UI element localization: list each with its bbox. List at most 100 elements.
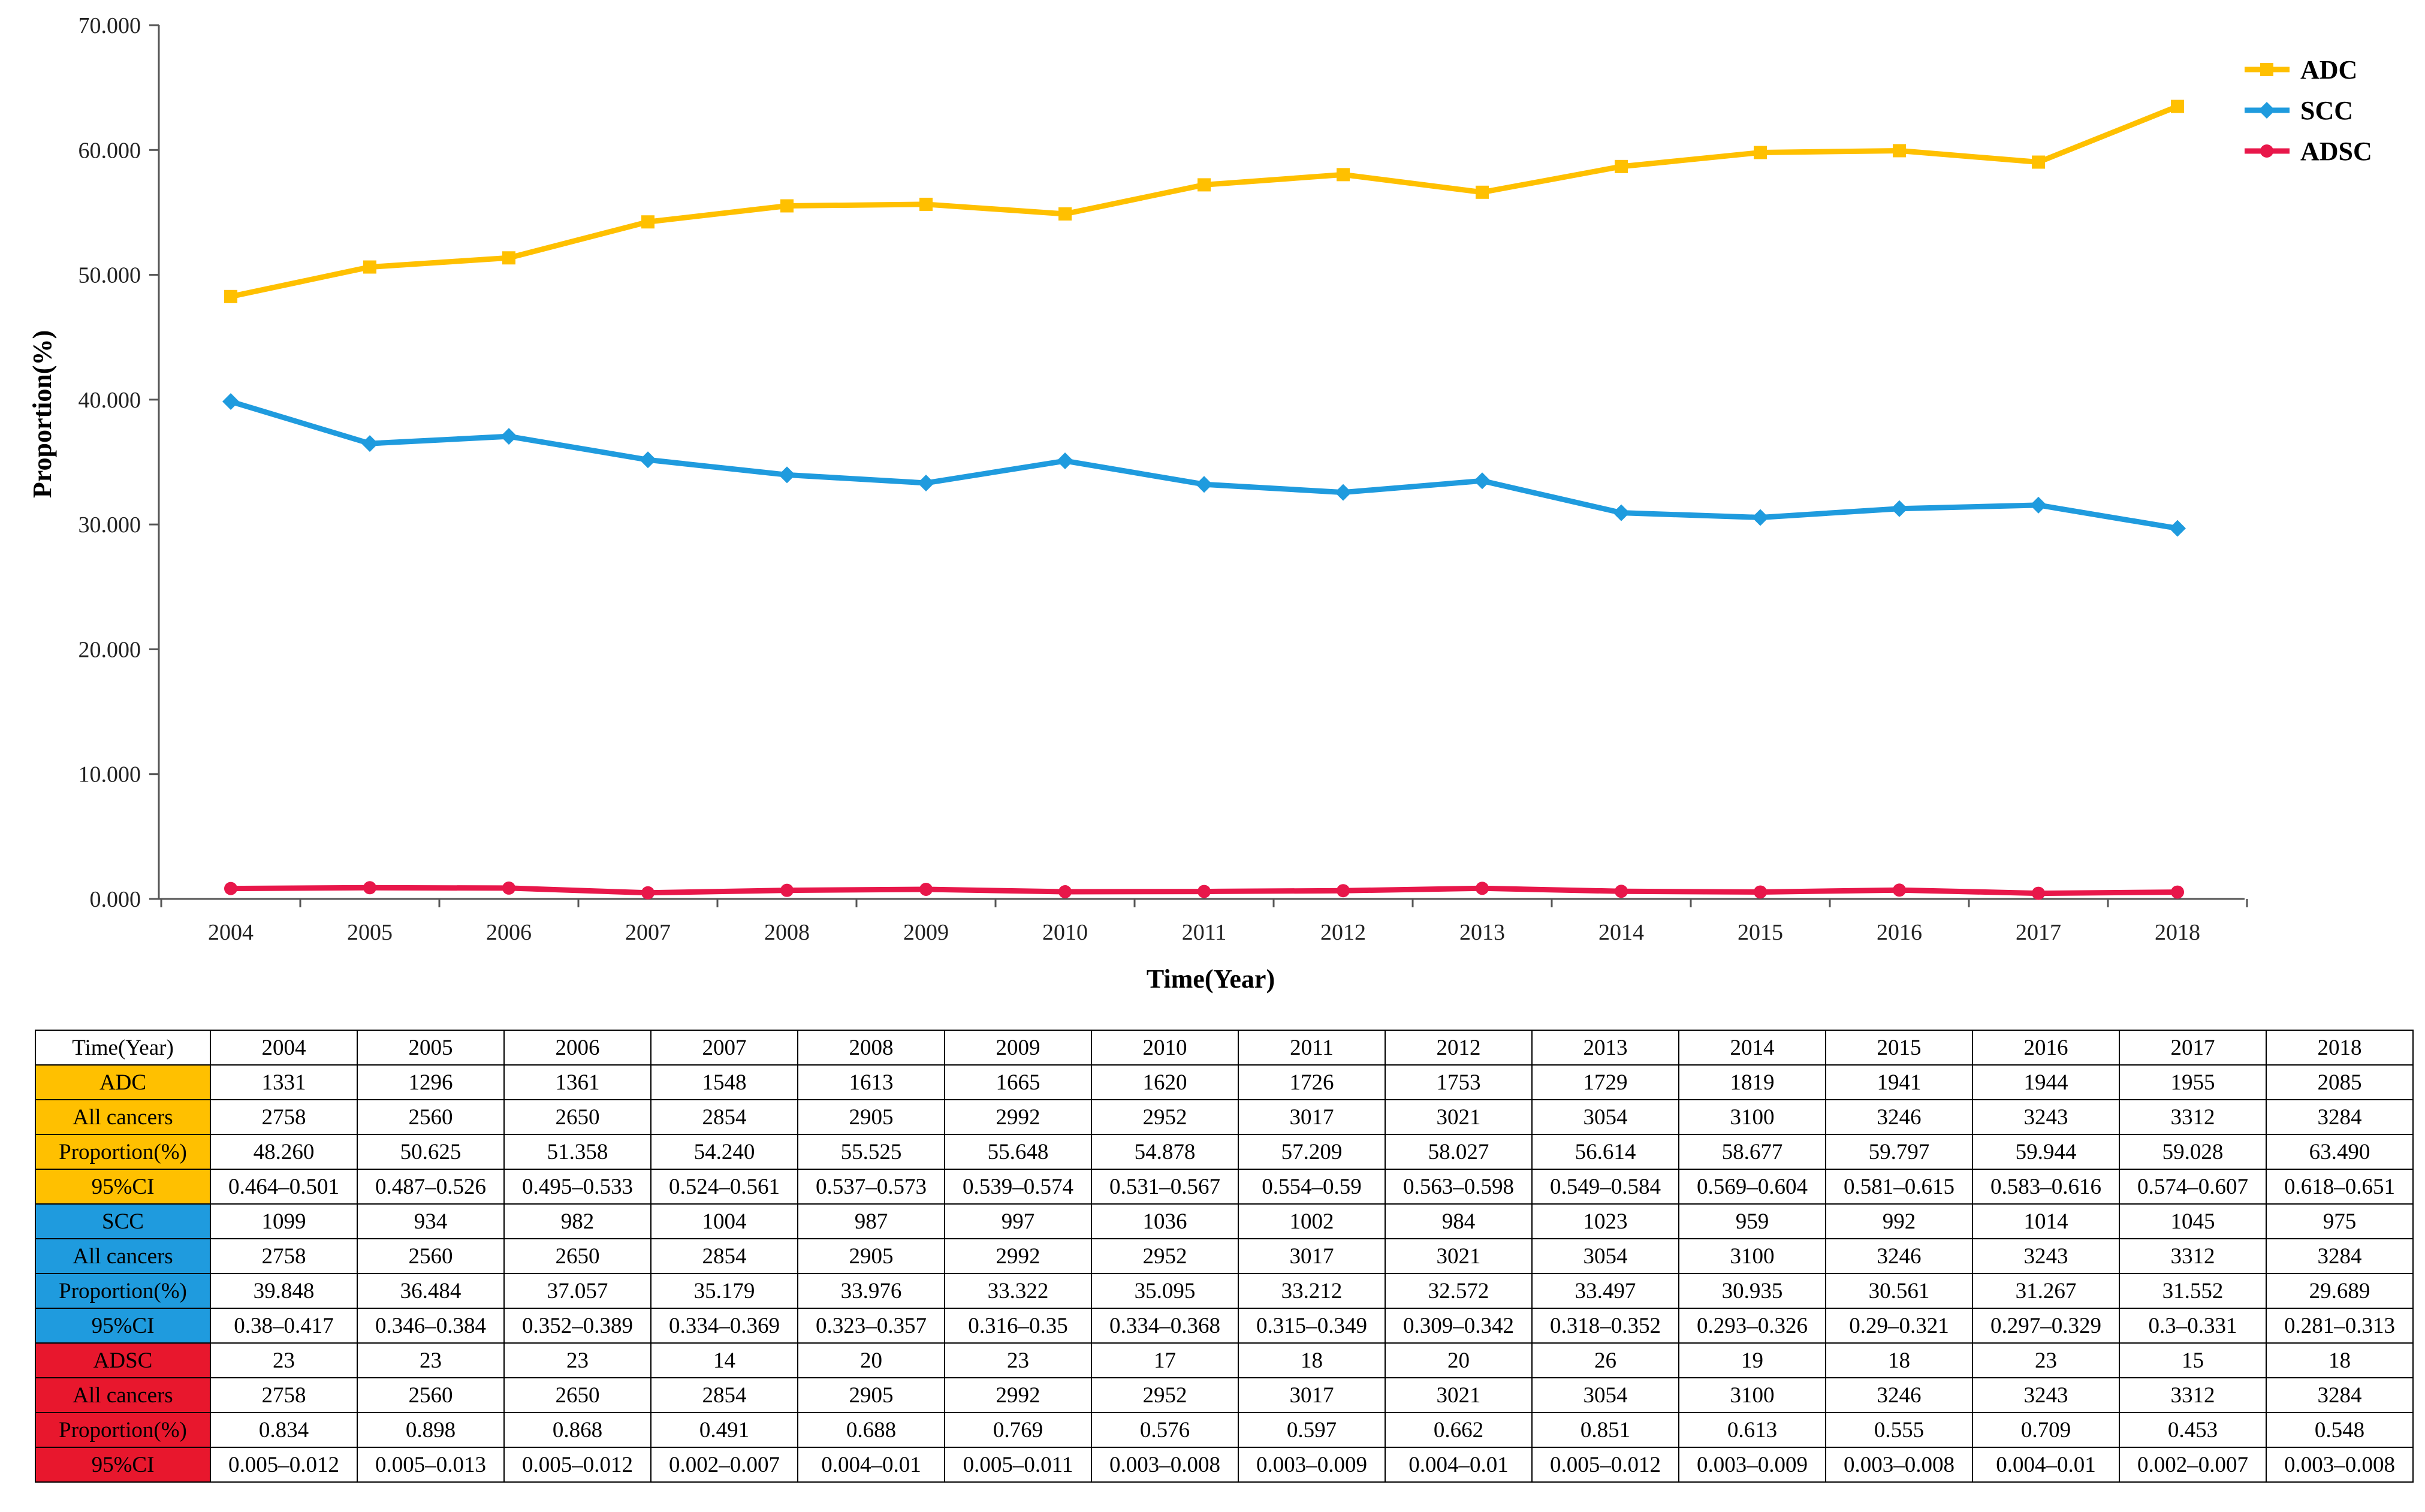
data-point-scc [1752,509,1769,526]
table-cell: 29.689 [2266,1273,2414,1309]
table-cell: 2905 [797,1238,945,1274]
table-cell: 0.851 [1531,1412,1679,1448]
table-row: All cancers 2758 2560 2650 2854 2905 2992 2952 3… [35,1099,2414,1135]
table-cell: 0.293–0.326 [1678,1308,1826,1344]
table-cell: 51.358 [503,1134,652,1170]
table-cell: 17 [1091,1342,1239,1378]
table-row-label: 95%CI [35,1169,211,1205]
table-cell: 0.555 [1825,1412,1973,1448]
table-cell: 58.677 [1678,1134,1826,1170]
chart-svg: 0.000 10.000 20.000 30.000 40.000 50.000 60.00… [28,13,2372,994]
table-cell: 58.027 [1385,1134,1533,1170]
table-cell: 2952 [1091,1238,1239,1274]
table-cell: 54.240 [650,1134,798,1170]
table-cell: 1331 [210,1064,358,1100]
table-cell: 23 [357,1342,505,1378]
table-cell: 0.576 [1091,1412,1239,1448]
table-cell: 3100 [1678,1238,1826,1274]
table-row: 95%CI 0.38–0.417 0.346–0.384 0.352–0.389 0.3… [35,1308,2414,1344]
data-table-container: Time(Year) 2004 2005 2006 2007 2008 2009 2010 20… [35,1030,2414,1483]
table-cell: 0.346–0.384 [357,1308,505,1344]
table-cell: 984 [1385,1203,1533,1239]
x-tick-label: 2006 [486,920,532,945]
data-point-adsc [641,886,654,900]
table-cell: 1548 [650,1064,798,1100]
data-point-adsc [1893,883,1906,897]
x-tick-label: 2004 [208,920,254,945]
table-cell: 2992 [944,1238,1092,1274]
table-cell: 2650 [503,1377,652,1413]
data-point-scc [779,466,795,484]
table-cell: 3021 [1385,1377,1533,1413]
table-cell: 3054 [1531,1238,1679,1274]
table-cell: 0.002–0.007 [650,1447,798,1483]
y-tick-label: 0.000 [90,887,141,912]
data-point-adsc [1198,885,1211,898]
table-cell: 3243 [1972,1238,2120,1274]
table-cell: 2854 [650,1238,798,1274]
table-row-label: All cancers [35,1099,211,1135]
data-point-scc [222,393,239,411]
table-cell: 0.334–0.369 [650,1308,798,1344]
table-cell: 3284 [2266,1099,2414,1135]
table-cell: 0.597 [1238,1412,1386,1448]
x-tick-label: 2009 [903,920,949,945]
data-point-adc [1337,168,1350,182]
table-cell: 1045 [2119,1203,2267,1239]
table-cell: 23 [503,1342,652,1378]
table-cell: 0.309–0.342 [1385,1308,1533,1344]
table-cell: 0.315–0.349 [1238,1308,1386,1344]
data-point-adc [1893,144,1906,158]
table-cell: 2952 [1091,1099,1239,1135]
table-cell: 3246 [1825,1238,1973,1274]
table-cell: 1726 [1238,1064,1386,1100]
table-cell: 36.484 [357,1273,505,1309]
table-cell: 18 [2266,1342,2414,1378]
table-cell: 0.709 [1972,1412,2120,1448]
legend-label-adsc: ADSC [2300,137,2372,166]
data-point-scc [1196,476,1212,493]
table-cell: 0.487–0.526 [357,1169,505,1205]
table-cell: 0.318–0.352 [1531,1308,1679,1344]
table-header-year: 2008 [797,1030,945,1066]
data-point-scc [361,435,378,452]
table-row: Proportion(%) 48.260 50.625 51.358 54.240 55.… [35,1134,2414,1170]
table-cell: 0.004–0.01 [1972,1447,2120,1483]
y-tick-label: 70.000 [79,13,141,38]
data-point-adc [224,289,237,303]
table-row-label: 95%CI [35,1447,211,1483]
data-point-adc [641,215,654,229]
x-tick-label: 2018 [2155,920,2200,945]
y-tick-label: 10.000 [79,762,141,787]
table-cell: 3017 [1238,1099,1386,1135]
table-cell: 0.003–0.008 [1091,1447,1239,1483]
table-cell: 2758 [210,1377,358,1413]
x-axis-title: Time(Year) [1147,964,1275,994]
table-cell: 0.003–0.008 [1825,1447,1973,1483]
table-header-year: 2017 [2119,1030,2267,1066]
table-cell: 2854 [650,1377,798,1413]
table-cell: 997 [944,1203,1092,1239]
table-cell: 1665 [944,1064,1092,1100]
table-cell: 3246 [1825,1099,1973,1135]
table-cell: 2560 [357,1238,505,1274]
table-cell: 1004 [650,1203,798,1239]
table-cell: 63.490 [2266,1134,2414,1170]
data-point-adc [1476,185,1489,199]
series-adsc [224,881,2184,900]
table-row: ADSC 23 23 23 14 20 23 17 18 20 26 19 18 23 15 18 [35,1342,2414,1378]
table-cell: 1014 [1972,1203,2120,1239]
data-point-adc [363,260,376,274]
data-point-scc [1474,472,1491,490]
table-cell: 0.563–0.598 [1385,1169,1533,1205]
x-tick-label: 2012 [1320,920,1366,945]
table-cell: 0.005–0.012 [210,1447,358,1483]
table-row: ADC 1331 1296 1361 1548 1613 1665 1620 1726 1753 1… [35,1064,2414,1100]
x-tick-label: 2016 [1877,920,1922,945]
table-row-label: ADC [35,1064,211,1100]
table-cell: 23 [210,1342,358,1378]
y-axis: 0.000 10.000 20.000 30.000 40.000 50.000 60.00… [79,13,159,912]
table-cell: 20 [797,1342,945,1378]
table-cell: 0.834 [210,1412,358,1448]
data-point-adsc [224,882,237,895]
